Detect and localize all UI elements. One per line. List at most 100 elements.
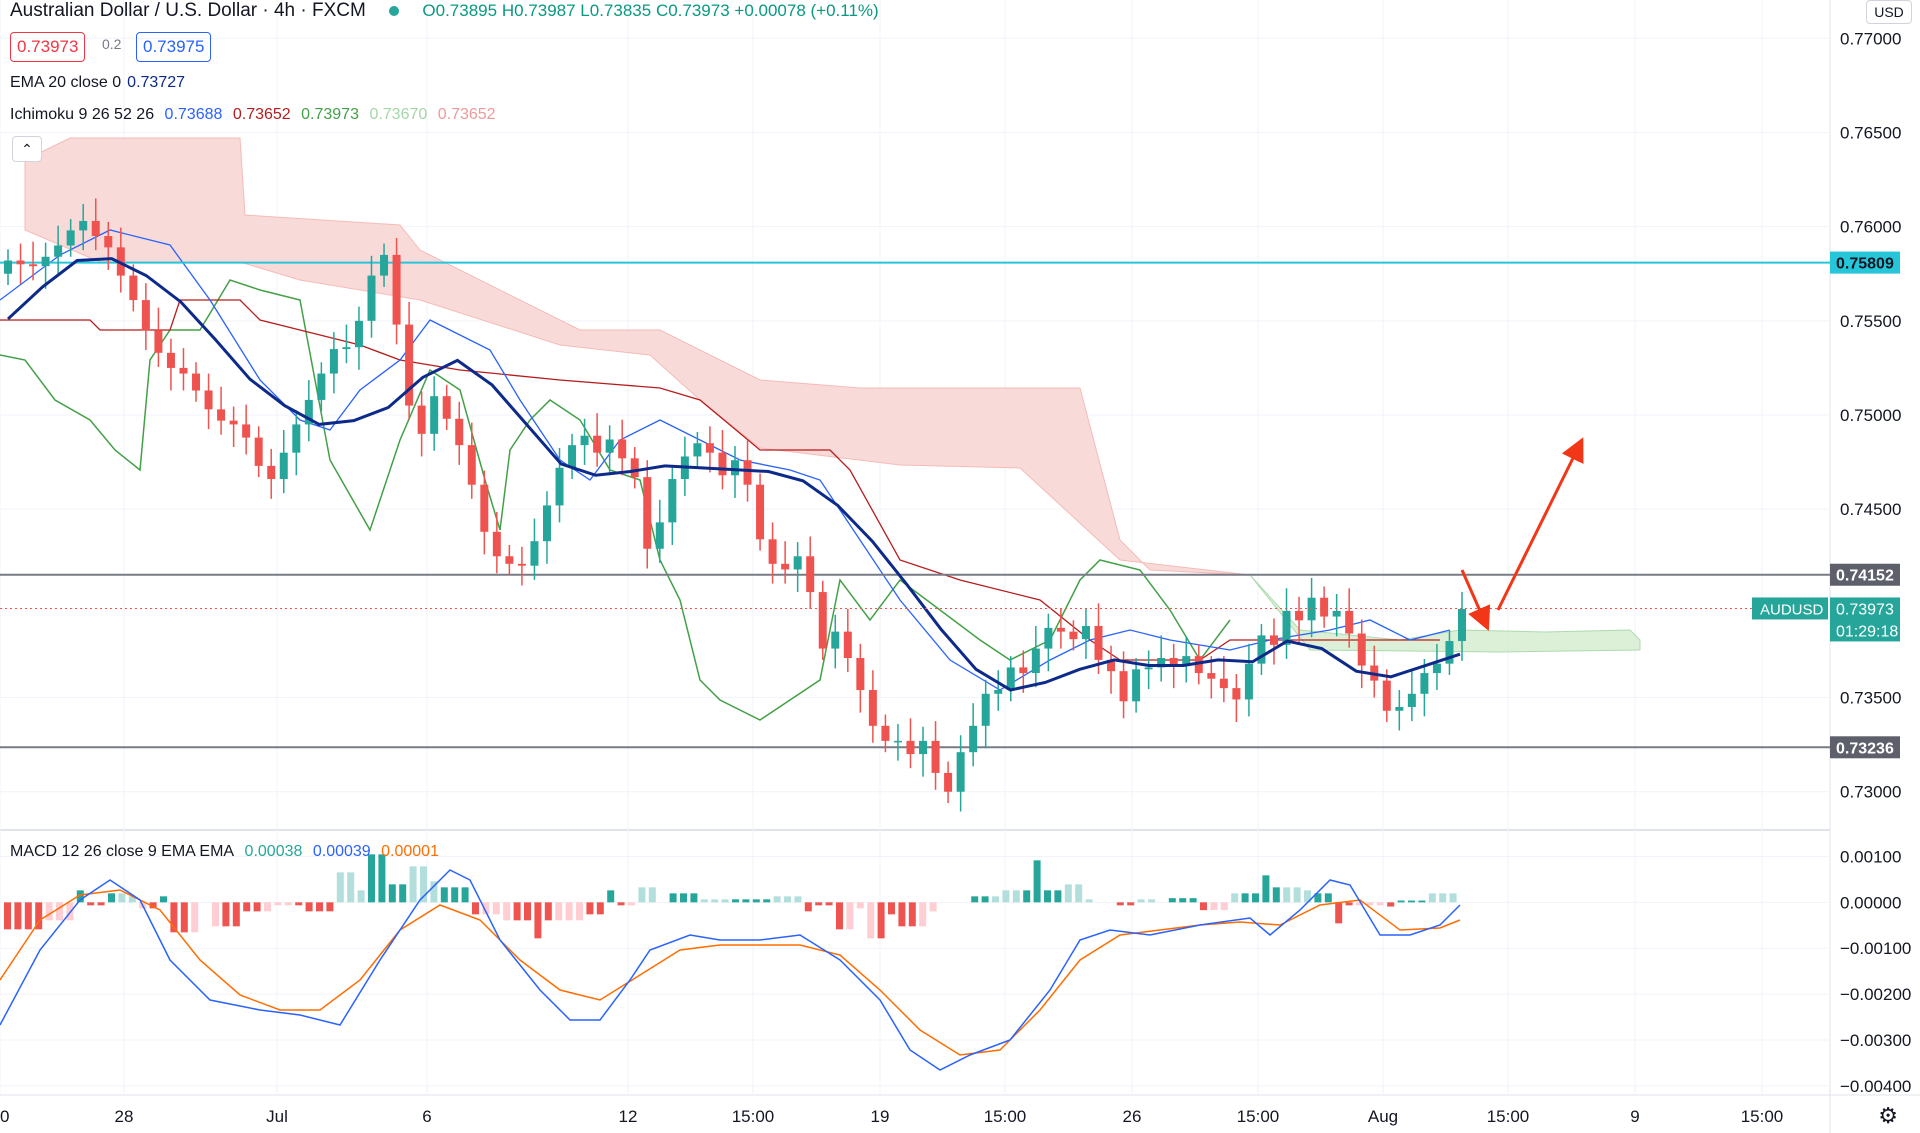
macd-histogram-bar [1220, 902, 1228, 911]
symbol-title[interactable]: Australian Dollar / U.S. Dollar · 4h · F… [10, 0, 366, 21]
macd-histogram-bar [763, 899, 771, 903]
candle-body [141, 300, 150, 331]
candle-body [1232, 688, 1241, 700]
price-tick-label: 0.75000 [1840, 406, 1901, 425]
macd-histogram-bar [128, 896, 136, 903]
candle-body [129, 275, 138, 301]
macd-histogram-bar [253, 902, 261, 912]
time-tick-label: 15:00 [984, 1107, 1027, 1126]
macd-histogram-bar [170, 902, 178, 933]
candle-body [931, 740, 940, 773]
macd-tick-label: 0.00100 [1840, 847, 1901, 866]
candle-body [1094, 625, 1103, 660]
candle-body [354, 320, 363, 348]
candle-body [417, 405, 426, 434]
macd-histogram-bar [1231, 893, 1239, 903]
candle-body [342, 347, 351, 350]
level-price-tag [1830, 251, 1900, 274]
candle-body [605, 439, 614, 453]
macd-histogram-bar [388, 884, 396, 903]
macd-histogram-bar [1418, 900, 1426, 903]
macd-histogram-bar [919, 902, 927, 927]
macd-histogram-bar [1085, 899, 1093, 903]
macd-histogram-bar [284, 902, 292, 906]
candle-body [793, 556, 802, 570]
candle-body [229, 420, 238, 425]
macd-histogram-bar [1397, 900, 1405, 903]
macd-histogram-bar [1314, 893, 1322, 903]
candle-body [1081, 625, 1090, 640]
candle-body [630, 458, 639, 478]
macd-histogram-bar [420, 866, 427, 903]
macd-histogram-bar [929, 902, 937, 912]
macd-histogram-bar [825, 902, 833, 906]
buy-price-button[interactable]: 0.73975 [136, 32, 212, 62]
macd-histogram-bar [14, 902, 22, 930]
macd-histogram-bar [378, 854, 386, 903]
currency-button[interactable]: USD [1866, 0, 1912, 24]
candle-body [893, 740, 902, 743]
macd-histogram-bar [305, 902, 313, 912]
ema-legend[interactable]: EMA 20 close 0 0.73727 [10, 74, 186, 91]
level-price-label: 0.75809 [1836, 256, 1894, 273]
macd-legend[interactable]: MACD 12 26 close 9 EMA EMA 0.00038 0.000… [10, 843, 439, 860]
macd-histogram-bar [232, 902, 240, 927]
time-tick-label: 12 [619, 1107, 638, 1126]
candle-body [1006, 667, 1015, 691]
candle-body [292, 424, 301, 453]
market-status-icon [389, 5, 400, 16]
macd-histogram-bar [908, 902, 916, 927]
macd-histogram-bar [586, 902, 594, 915]
macd-histogram-bar [1304, 890, 1311, 903]
macd-histogram-bar [513, 902, 521, 921]
candle-body [1345, 610, 1354, 634]
time-tick-label: 28 [115, 1107, 134, 1126]
macd-histogram-bar [430, 881, 438, 903]
candle-body [166, 352, 175, 368]
up-arrow-annotation [1496, 437, 1584, 611]
candle-body [818, 592, 827, 649]
macd-histogram-bar [836, 902, 843, 930]
price-tick-label: 0.73000 [1840, 783, 1901, 802]
time-tick-label: 15:00 [1487, 1107, 1530, 1126]
macd-histogram-bar [4, 902, 11, 930]
candle-body [655, 522, 664, 549]
last-price-tag [1830, 597, 1900, 642]
macd-histogram-bar [784, 896, 791, 903]
candle-body [1207, 673, 1216, 679]
macd-histogram-bar [628, 902, 635, 906]
candle-body [1332, 610, 1341, 617]
macd-histogram-bar [336, 872, 344, 903]
candle-body [1182, 656, 1191, 666]
ichimoku-tenkan-line [0, 229, 1451, 691]
candle-body [1357, 633, 1366, 666]
candle-body [367, 275, 376, 321]
macd-histogram-bar [898, 902, 906, 927]
symbol-tag [1752, 597, 1828, 620]
macd-histogram-bar [971, 896, 979, 903]
macd-histogram-bar [1127, 902, 1135, 906]
collapse-legend-button[interactable]: ⌃ [12, 136, 42, 162]
macd-histogram-bar [35, 902, 43, 930]
candle-body [1144, 667, 1153, 670]
macd-histogram-bar [1376, 902, 1384, 906]
macd-histogram-bar [1044, 890, 1051, 903]
candle-body [806, 556, 815, 593]
ichimoku-legend[interactable]: Ichimoku 9 26 52 26 0.73688 0.73652 0.73… [10, 106, 496, 123]
price-tick-label: 0.77000 [1840, 29, 1901, 48]
candle-body [743, 460, 752, 485]
macd-histogram-bar [1408, 900, 1415, 903]
candle-body [906, 740, 915, 755]
macd-histogram-bar [368, 854, 375, 903]
gear-icon[interactable]: ⚙ [1878, 1103, 1898, 1128]
macd-histogram-bar [846, 902, 854, 930]
time-tick-label: 15:00 [1237, 1107, 1280, 1126]
candle-body [517, 563, 526, 566]
macd-histogram-bar [295, 902, 303, 906]
sell-price-button[interactable]: 0.73973 [10, 32, 86, 62]
candle-body [66, 230, 75, 246]
macd-histogram-bar [576, 902, 583, 921]
candle-body [1458, 609, 1466, 642]
candle-body [91, 220, 100, 237]
